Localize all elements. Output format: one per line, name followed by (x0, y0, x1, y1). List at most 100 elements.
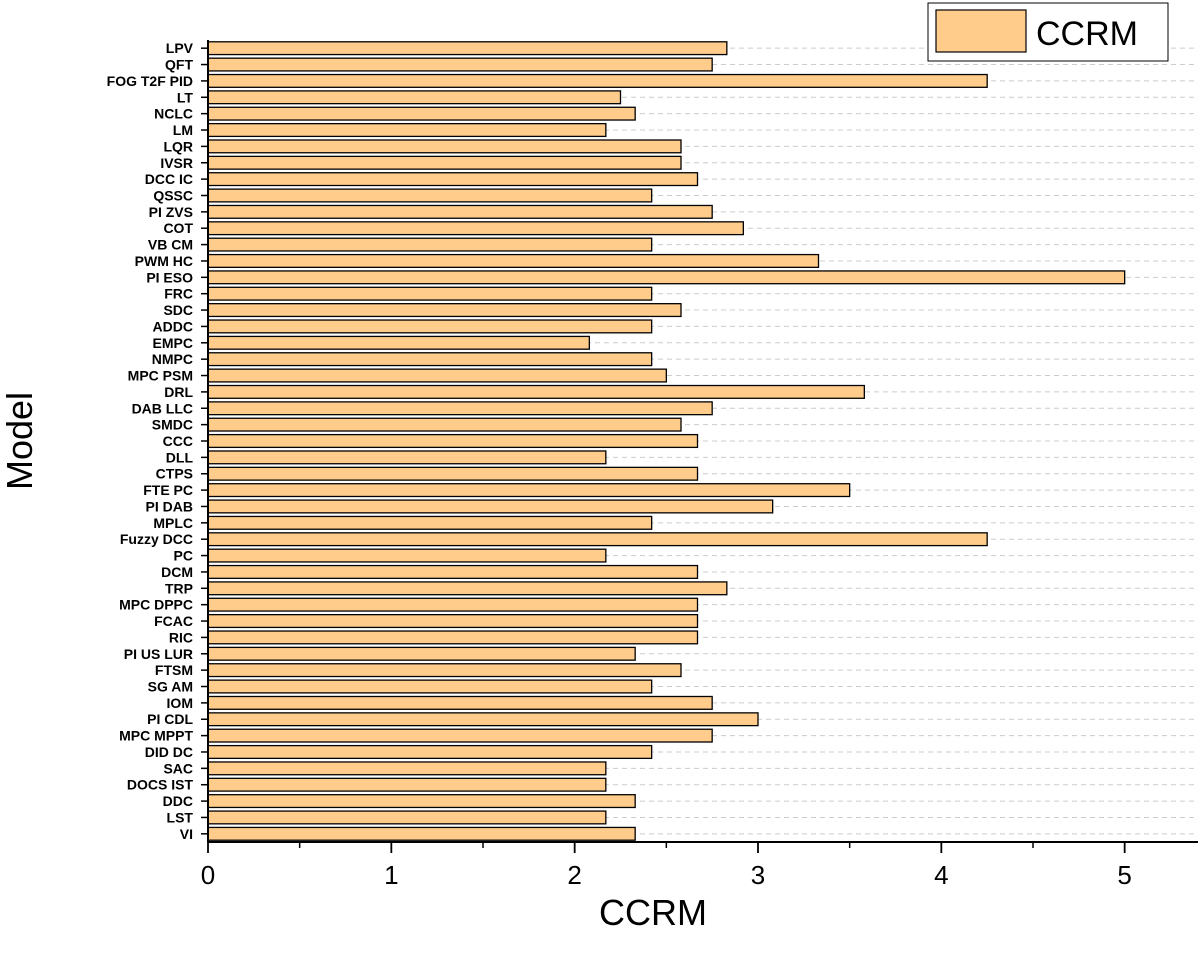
bar (207, 810, 607, 825)
bar (207, 761, 607, 776)
category-label: SMDC (152, 417, 193, 433)
category-label: PI US LUR (124, 646, 193, 662)
category-label: QSSC (153, 187, 193, 203)
bar (207, 139, 682, 154)
legend: CCRM (927, 2, 1169, 62)
bar (207, 646, 636, 661)
category-label: MPC PSM (128, 368, 193, 384)
x-tick-label: 1 (384, 860, 398, 890)
x-axis-title: CCRM (599, 892, 707, 933)
bar (207, 57, 713, 72)
category-label: DDC (163, 793, 193, 809)
category-label: SG AM (148, 679, 193, 695)
category-label: DID DC (145, 744, 193, 760)
category-label: DOCS IST (127, 777, 194, 793)
category-label: LST (167, 809, 194, 825)
x-tick-label: 5 (1117, 860, 1131, 890)
bar (207, 122, 607, 138)
category-label: NMPC (152, 351, 193, 367)
bar (207, 794, 636, 809)
category-label: TRP (165, 580, 193, 596)
category-label: Fuzzy DCC (120, 531, 193, 547)
bar (207, 466, 699, 481)
bar (207, 712, 759, 727)
bar (207, 204, 713, 219)
y-axis-title: Model (0, 392, 40, 490)
bar (207, 155, 682, 170)
bar (207, 368, 667, 383)
category-label: LPV (166, 40, 194, 56)
category-label: DCC IC (145, 171, 193, 187)
bar (207, 450, 607, 465)
category-label: LM (173, 122, 193, 138)
bar (207, 90, 622, 105)
legend-swatch (935, 9, 1027, 53)
category-label: IOM (167, 695, 193, 711)
category-label: CTPS (156, 466, 193, 482)
bar (207, 581, 728, 596)
bar (207, 237, 653, 252)
category-label: DCM (161, 564, 193, 580)
bar (207, 73, 988, 88)
bar (207, 630, 699, 645)
category-label: PWM HC (135, 253, 193, 269)
category-label: MPC MPPT (119, 728, 193, 744)
bar (207, 41, 728, 56)
bar (207, 777, 607, 792)
category-label: PC (174, 548, 193, 564)
x-tick-labels: 0 1 2 3 4 5 (201, 860, 1132, 890)
bar (207, 695, 713, 710)
category-label: MPC DPPC (119, 597, 193, 613)
bar (207, 744, 653, 760)
bar (207, 564, 699, 579)
category-label: LQR (163, 138, 193, 154)
category-label: COT (163, 220, 193, 236)
bar (207, 417, 682, 432)
bar (207, 663, 682, 678)
category-label: IVSR (160, 155, 193, 171)
bar (207, 384, 865, 399)
bar (207, 532, 988, 547)
category-label: FOG T2F PID (107, 73, 193, 89)
category-label: NCLC (154, 106, 193, 122)
category-label: PI ESO (146, 269, 193, 285)
category-label: SAC (163, 760, 193, 776)
bar (207, 335, 590, 350)
x-tick-label: 4 (934, 860, 948, 890)
category-label: DRL (164, 384, 193, 400)
category-label: FCAC (154, 613, 193, 629)
bar (207, 614, 699, 629)
category-label: QFT (165, 57, 193, 73)
bar (207, 679, 653, 694)
category-label: ADDC (153, 318, 193, 334)
category-label: DLL (166, 449, 194, 465)
category-label: PI ZVS (149, 204, 193, 220)
category-label: PI DAB (146, 498, 193, 514)
category-label: RIC (169, 629, 193, 645)
bar (207, 221, 744, 236)
bar (207, 499, 774, 514)
category-label: VI (180, 826, 193, 842)
bar (207, 597, 699, 612)
bar (207, 270, 1126, 285)
category-label: VB CM (148, 237, 193, 253)
category-label: LT (177, 89, 194, 105)
x-tick-label: 3 (751, 860, 765, 890)
x-tick-label: 2 (567, 860, 581, 890)
category-label: CCC (163, 433, 193, 449)
bar (207, 728, 713, 743)
bar (207, 319, 653, 334)
category-label: DAB LLC (132, 400, 193, 416)
bar (207, 253, 820, 268)
bar (207, 106, 636, 121)
bar (207, 483, 851, 498)
bar (207, 172, 699, 187)
bar (207, 352, 653, 367)
category-label: MPLC (153, 515, 193, 531)
bar (207, 433, 699, 449)
category-label: PI CDL (147, 711, 193, 727)
category-label: SDC (163, 302, 193, 318)
bar (207, 826, 636, 841)
